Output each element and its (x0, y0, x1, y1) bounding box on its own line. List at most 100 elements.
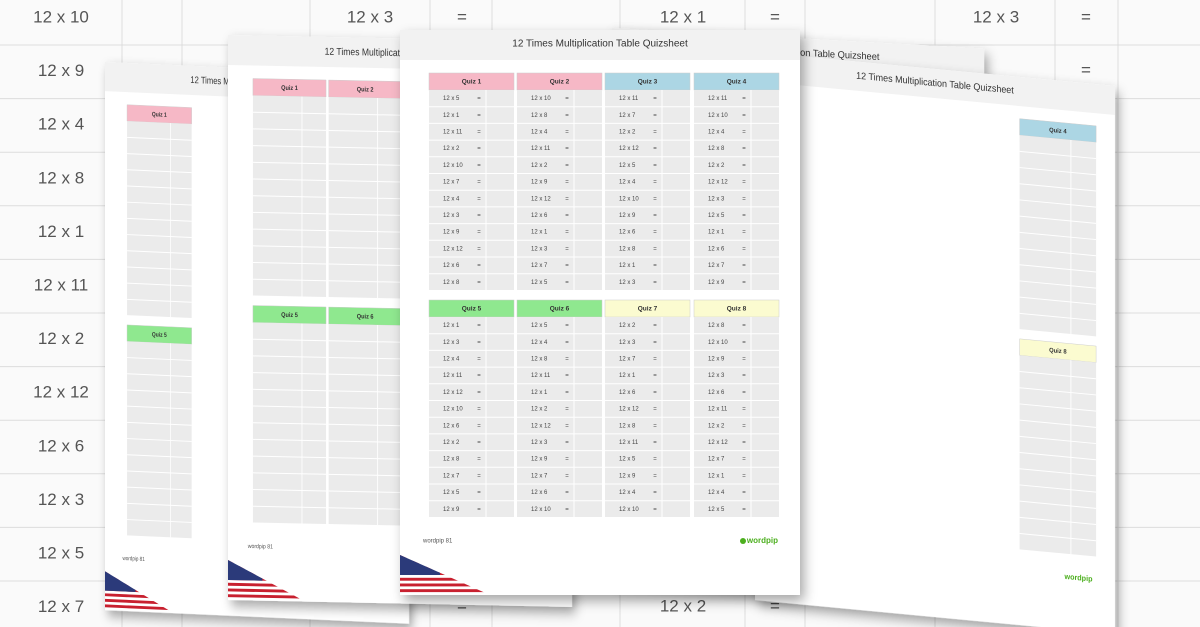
equals: = (653, 373, 657, 379)
quiz-title: Quiz 6 (550, 306, 570, 313)
problem: 12 x 1 (619, 263, 636, 269)
problem: 12 x 11 (443, 373, 463, 379)
equals: = (742, 129, 746, 135)
row-line (252, 128, 327, 131)
logo: wordpip (746, 536, 778, 545)
equals: = (477, 390, 481, 396)
equals: = (565, 356, 569, 362)
equals: = (742, 196, 746, 202)
equals: = (457, 596, 467, 615)
row-line (252, 245, 327, 248)
problem: 12 x 4 (531, 129, 548, 135)
equals: = (565, 96, 569, 102)
quiz-title: Quiz 2 (550, 79, 570, 86)
equals: = (477, 230, 481, 236)
problem: 12 x 11 (708, 96, 728, 102)
problem: 12 x 1 (443, 113, 460, 119)
equals: = (742, 473, 746, 479)
row-line (127, 502, 192, 507)
row-line (127, 282, 192, 287)
equals: = (477, 473, 481, 479)
quiz-title: Quiz 4 (727, 79, 747, 86)
footer: wordpip 81 (422, 539, 453, 545)
problem: 12 x 7 (619, 113, 636, 119)
row-line (1019, 248, 1097, 257)
row-line (252, 262, 327, 265)
row-line (127, 470, 192, 475)
equals: = (653, 146, 657, 152)
equals: = (653, 323, 657, 329)
row-line (328, 129, 402, 133)
problem: 12 x 2 (443, 440, 460, 446)
equals: = (1081, 60, 1091, 79)
equals: = (653, 507, 657, 513)
problem: 12 x 8 (708, 323, 725, 329)
row-line (1019, 371, 1097, 380)
row-line (252, 438, 327, 442)
problem: 12 x 5 (443, 96, 460, 102)
problem: 12 x 12 (531, 423, 551, 429)
row-line (328, 196, 402, 200)
row-line (252, 405, 327, 408)
row-line (1019, 403, 1097, 412)
problem: 12 x 5 (531, 280, 548, 286)
problem: 12 x 3 (443, 340, 460, 346)
row-line (252, 161, 327, 165)
problem: 12 x 4 (531, 340, 548, 346)
row-line (252, 338, 327, 342)
cell-label: 12 x 1 (38, 222, 84, 241)
row-line (252, 472, 327, 475)
row-line (328, 163, 402, 166)
equals: = (653, 180, 657, 186)
problem: 12 x 10 (708, 340, 728, 346)
problem: 12 x 7 (531, 473, 548, 479)
problem: 12 x 6 (531, 490, 548, 496)
problem: 12 x 7 (619, 356, 636, 362)
cell-label: 12 x 6 (38, 436, 84, 455)
problem: 12 x 9 (531, 457, 548, 463)
equals: = (565, 507, 569, 513)
quiz-title: Quiz 1 (281, 85, 298, 92)
equals: = (477, 213, 481, 219)
equals: = (653, 340, 657, 346)
problem: 12 x 8 (619, 246, 636, 252)
equals: = (477, 407, 481, 413)
equals: = (742, 280, 746, 286)
row-line (127, 136, 192, 141)
equals: = (565, 390, 569, 396)
row-line (127, 486, 192, 491)
equals: = (457, 7, 467, 26)
equals: = (477, 340, 481, 346)
row-line (127, 153, 192, 157)
row-line (328, 340, 402, 343)
problem: 12 x 7 (443, 180, 460, 186)
equals: = (477, 323, 481, 329)
equals: = (477, 180, 481, 186)
row-line (328, 507, 402, 510)
equals: = (565, 340, 569, 346)
equals: = (742, 356, 746, 362)
problem: 12 x 6 (619, 390, 636, 396)
row-line (1019, 183, 1097, 192)
row-line (1019, 215, 1097, 224)
problem: 12 x 9 (619, 213, 636, 219)
row-line (127, 389, 192, 394)
quiz-title: Quiz 1 (462, 79, 482, 86)
equals: = (742, 113, 746, 119)
row-line (328, 280, 402, 283)
row-line (328, 407, 402, 410)
equals: = (477, 196, 481, 202)
cell-label: 12 x 8 (38, 168, 84, 187)
equals: = (653, 96, 657, 102)
problem: 12 x 4 (619, 490, 636, 496)
equals: = (477, 96, 481, 102)
problem: 12 x 12 (708, 440, 728, 446)
row-line (127, 201, 192, 206)
equals: = (477, 280, 481, 286)
row-line (1019, 264, 1097, 273)
row-line (127, 234, 192, 238)
title-bar (400, 30, 800, 60)
flag-stripe (400, 577, 490, 581)
cell-label: 12 x 7 (38, 597, 84, 616)
problem: 12 x 5 (619, 163, 636, 169)
